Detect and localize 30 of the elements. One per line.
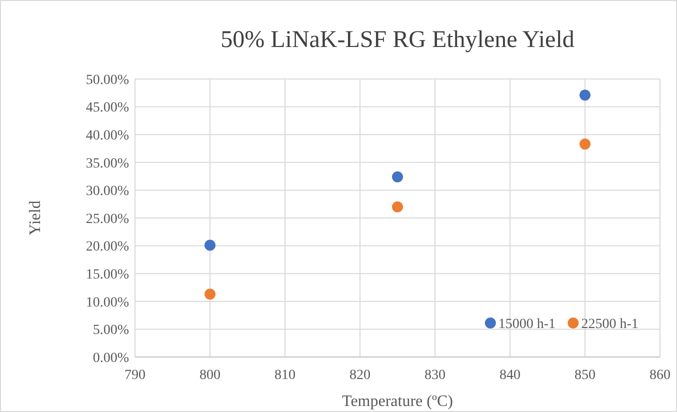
point (392, 171, 403, 182)
x-tick-label: 800 (200, 368, 220, 383)
point (204, 288, 216, 300)
y-tick-label: 25.00% (86, 212, 130, 227)
y-axis-title: Yield (27, 200, 44, 236)
y-tick-label: 20.00% (86, 240, 130, 255)
point (204, 240, 216, 251)
y-tick-label: 0.00% (92, 350, 130, 366)
legend-label: 22500 h-1 (581, 316, 638, 332)
y-tick-label: 5.00% (92, 323, 130, 338)
x-tick-label: 820 (350, 368, 370, 383)
y-tick-label: 45.00% (86, 100, 130, 116)
y-tick-label: 40.00% (86, 128, 130, 144)
x-tick-label: 810 (274, 368, 296, 383)
x-tick-label: 830 (424, 368, 446, 383)
x-tick-label: 850 (574, 368, 596, 383)
y-tick-label: 15.00% (86, 268, 130, 282)
x-tick-label: 860 (650, 368, 670, 383)
chart-title: 50% LiNaK-LSF RG Ethylene Yield (220, 27, 574, 53)
x-axis-title: Temperature (ºC) (342, 393, 453, 410)
point (392, 201, 403, 212)
y-tick-label: 30.00% (86, 184, 130, 200)
y-tick-label: 35.00% (86, 156, 130, 172)
point (580, 138, 590, 150)
x-tick-label: 840 (500, 368, 520, 383)
y-tick-label: 50.00% (86, 72, 130, 88)
legend-label: 15000 h-1 (498, 316, 556, 332)
point (580, 90, 590, 101)
y-tick-label: 10.00% (86, 295, 130, 310)
x-tick-label: 790 (124, 368, 146, 383)
